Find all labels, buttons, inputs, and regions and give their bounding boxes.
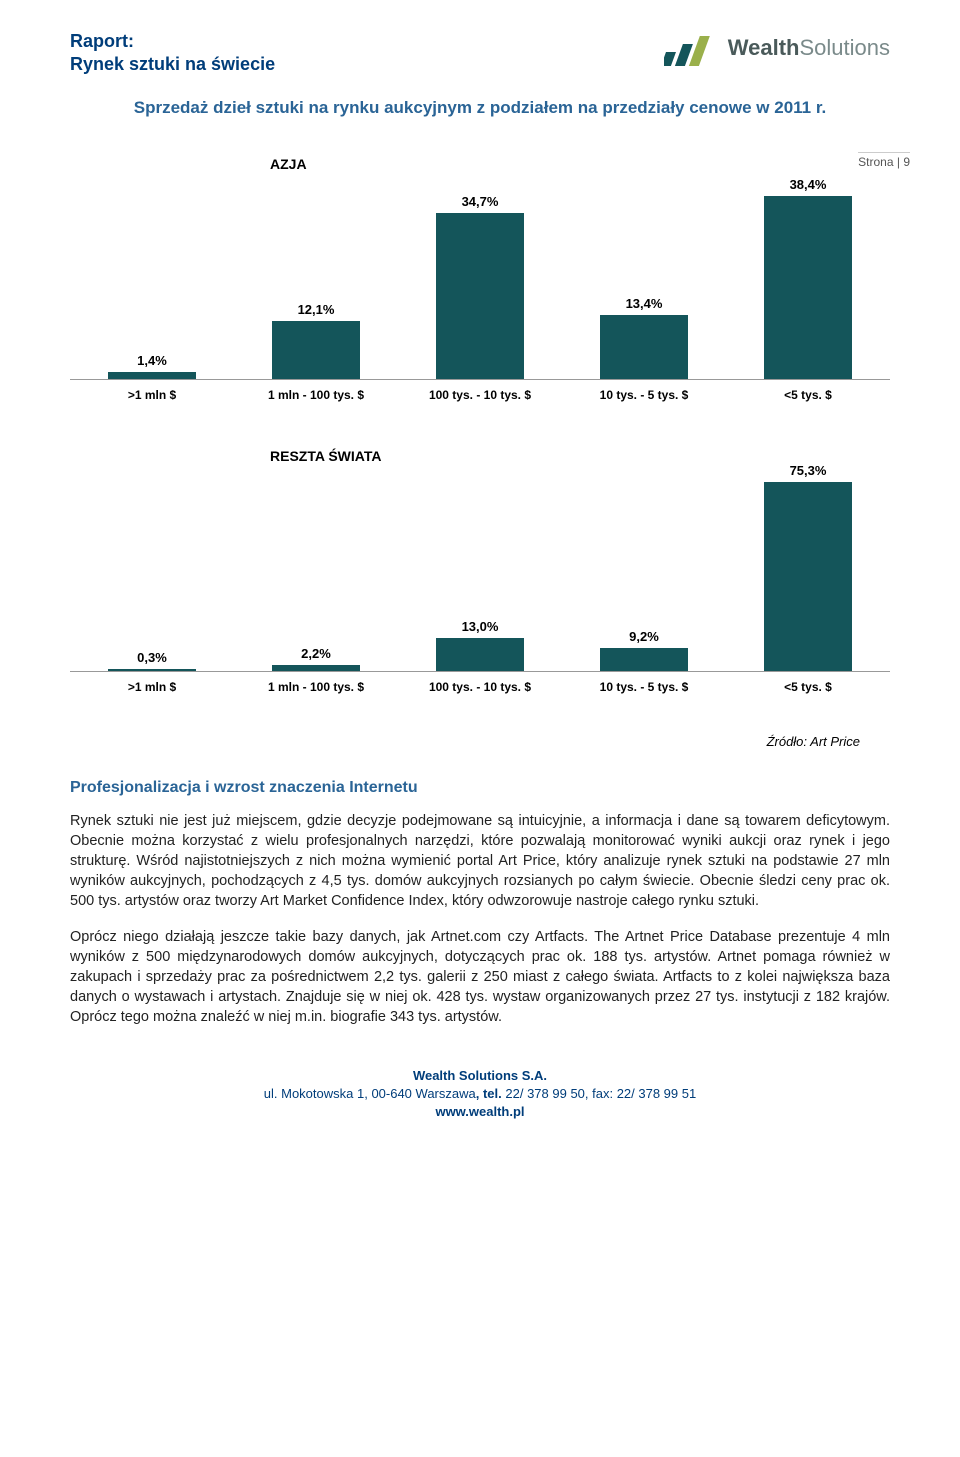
logo-solutions: Solutions bbox=[799, 35, 890, 60]
paragraph-2: Oprócz niego działają jeszcze takie bazy… bbox=[70, 927, 890, 1027]
x-axis-label: 1 mln - 100 tys. $ bbox=[234, 680, 398, 694]
bar-column: 2,2% bbox=[234, 442, 398, 671]
footer-web: www.wealth.pl bbox=[70, 1103, 890, 1121]
footer-tel-label: tel. bbox=[483, 1086, 502, 1101]
logo-mark-icon bbox=[664, 30, 720, 66]
bar-value-label: 12,1% bbox=[298, 302, 335, 317]
section-heading: Profesjonalizacja i wzrost znaczenia Int… bbox=[70, 779, 890, 797]
bar-value-label: 2,2% bbox=[301, 646, 331, 661]
bar bbox=[764, 196, 852, 379]
x-axis-label: >1 mln $ bbox=[70, 388, 234, 402]
bar-value-label: 34,7% bbox=[462, 194, 499, 209]
x-axis-label: 100 tys. - 10 tys. $ bbox=[398, 388, 562, 402]
footer-address: ul. Mokotowska 1, 00-640 Warszawa, tel. … bbox=[70, 1085, 890, 1103]
bar bbox=[272, 665, 360, 671]
bar bbox=[436, 213, 524, 378]
bar bbox=[600, 315, 688, 379]
logo-wealth: Wealth bbox=[728, 35, 800, 60]
bar-column: 34,7% bbox=[398, 150, 562, 379]
bar-value-label: 38,4% bbox=[790, 177, 827, 192]
bar-column: 75,3% bbox=[726, 442, 890, 671]
page-header: Raport: Rynek sztuki na świecie WealthSo… bbox=[70, 30, 890, 77]
bar bbox=[272, 321, 360, 379]
footer-company: Wealth Solutions S.A. bbox=[70, 1067, 890, 1085]
bar-value-label: 9,2% bbox=[629, 629, 659, 644]
chart-group-title: Sprzedaż dzieł sztuki na rynku aukcyjnym… bbox=[120, 97, 840, 120]
footer-tel: 22/ 378 99 50, fax: 22/ 378 99 51 bbox=[505, 1086, 696, 1101]
page-footer: Wealth Solutions S.A. ul. Mokotowska 1, … bbox=[70, 1067, 890, 1122]
report-label: Raport: bbox=[70, 31, 134, 51]
bar bbox=[108, 372, 196, 379]
chart-azja-plot: AZJA 1,4%12,1%34,7%13,4%38,4% bbox=[70, 150, 890, 380]
chart-reszta-bars: 0,3% 2,2% 13,0% 9,2% 75,3% bbox=[70, 442, 890, 671]
x-axis-label: 1 mln - 100 tys. $ bbox=[234, 388, 398, 402]
x-axis-label: 10 tys. - 5 tys. $ bbox=[562, 388, 726, 402]
bar-column: 13,0% bbox=[398, 442, 562, 671]
chart-reszta: RESZTA ŚWIATA 0,3%2,2%13,0%9,2%75,3% >1 … bbox=[70, 442, 890, 694]
chart-azja-bars: 1,4% 12,1% 34,7% 13,4% 38,4% bbox=[70, 150, 890, 379]
bar bbox=[600, 648, 688, 671]
paragraph-1: Rynek sztuki nie jest już miejscem, gdzi… bbox=[70, 811, 890, 911]
bar-column: 1,4% bbox=[70, 150, 234, 379]
chart-source: Źródło: Art Price bbox=[70, 734, 860, 749]
bar-column: 13,4% bbox=[562, 150, 726, 379]
chart-reszta-xlabels: >1 mln $1 mln - 100 tys. $100 tys. - 10 … bbox=[70, 680, 890, 694]
logo: WealthSolutions bbox=[664, 30, 890, 66]
bar-column: 38,4% bbox=[726, 150, 890, 379]
bar bbox=[108, 669, 196, 671]
bar-column: 0,3% bbox=[70, 442, 234, 671]
bar-value-label: 0,3% bbox=[137, 650, 167, 665]
bar bbox=[436, 638, 524, 671]
x-axis-label: 10 tys. - 5 tys. $ bbox=[562, 680, 726, 694]
bar-column: 12,1% bbox=[234, 150, 398, 379]
chart-azja: Strona | 9 AZJA 1,4%12,1%34,7%13,4%38,4%… bbox=[70, 150, 890, 402]
bar-value-label: 1,4% bbox=[137, 353, 167, 368]
x-axis-label: <5 tys. $ bbox=[726, 680, 890, 694]
chart-azja-xlabels: >1 mln $1 mln - 100 tys. $100 tys. - 10 … bbox=[70, 388, 890, 402]
chart-reszta-plot: RESZTA ŚWIATA 0,3%2,2%13,0%9,2%75,3% bbox=[70, 442, 890, 672]
x-axis-label: <5 tys. $ bbox=[726, 388, 890, 402]
bar-value-label: 75,3% bbox=[790, 463, 827, 478]
bar-value-label: 13,4% bbox=[626, 296, 663, 311]
x-axis-label: 100 tys. - 10 tys. $ bbox=[398, 680, 562, 694]
report-title: Raport: Rynek sztuki na świecie bbox=[70, 30, 275, 77]
bar bbox=[764, 482, 852, 670]
report-subject: Rynek sztuki na świecie bbox=[70, 54, 275, 74]
bar-column: 9,2% bbox=[562, 442, 726, 671]
bar-value-label: 13,0% bbox=[462, 619, 499, 634]
x-axis-label: >1 mln $ bbox=[70, 680, 234, 694]
logo-text: WealthSolutions bbox=[728, 35, 890, 61]
footer-addr-text: ul. Mokotowska 1, 00-640 Warszawa bbox=[264, 1086, 476, 1101]
